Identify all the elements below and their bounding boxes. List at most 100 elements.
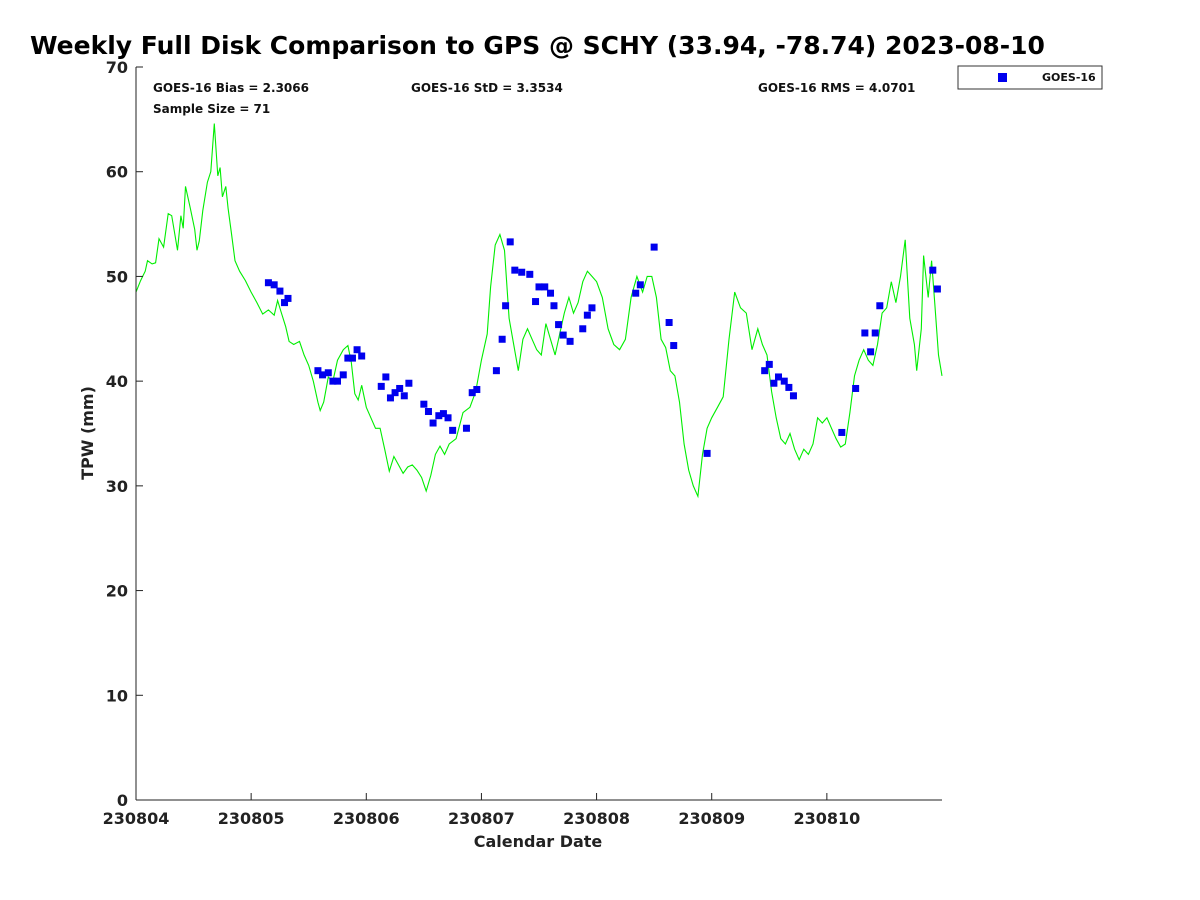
plot-background xyxy=(136,67,942,800)
goes16-data-point xyxy=(665,319,673,327)
x-tick-label: 230810 xyxy=(793,809,860,828)
x-axis-ticks: 230804 230805 230806 230807 230808 230809 2308… xyxy=(103,793,860,828)
x-tick-label: 230806 xyxy=(333,809,400,828)
goes16-data-point xyxy=(838,428,846,436)
goes16-data-point xyxy=(344,354,352,362)
x-tick-label: 230808 xyxy=(563,809,630,828)
goes16-data-point xyxy=(492,367,500,375)
goes16-data-point xyxy=(377,382,385,390)
std-stat: GOES-16 StD = 3.3534 xyxy=(411,81,563,95)
goes16-data-point xyxy=(532,298,540,306)
goes16-data-point xyxy=(559,331,567,339)
y-tick-label: 20 xyxy=(106,582,128,601)
goes16-data-point xyxy=(400,392,408,400)
goes16-data-point xyxy=(462,424,470,432)
sample-size-stat: Sample Size = 71 xyxy=(153,102,270,116)
goes16-data-point xyxy=(636,281,644,289)
goes16-data-point xyxy=(511,266,519,274)
goes16-data-point xyxy=(391,389,399,397)
goes16-data-point xyxy=(933,285,941,293)
goes16-data-point xyxy=(852,384,860,392)
goes16-data-point xyxy=(284,294,292,302)
x-tick-label: 230807 xyxy=(448,809,515,828)
goes16-data-point xyxy=(541,283,549,291)
goes16-data-point xyxy=(583,311,591,319)
plot-area xyxy=(135,67,943,801)
x-tick-label: 230809 xyxy=(678,809,745,828)
goes16-data-point xyxy=(770,379,778,387)
legend-box xyxy=(957,65,1103,90)
y-axis-ticks: 0 10 20 30 40 50 60 70 xyxy=(106,58,143,810)
goes16-data-point xyxy=(420,400,428,408)
goes16-data-point xyxy=(314,367,322,375)
goes16-data-point xyxy=(876,302,884,310)
x-axis-label: Calendar Date xyxy=(474,832,603,851)
goes16-data-point xyxy=(348,354,356,362)
goes16-data-point xyxy=(761,367,769,375)
goes16-data-point xyxy=(329,377,337,385)
goes16-data-point xyxy=(765,360,773,368)
goes16-data-point xyxy=(588,304,596,312)
goes16-data-point xyxy=(435,412,443,420)
goes16-data-point xyxy=(780,377,788,385)
legend: GOES-16 xyxy=(957,65,1103,90)
goes16-data-point xyxy=(276,287,284,295)
goes16-data-point xyxy=(650,243,658,251)
goes16-data-point xyxy=(789,392,797,400)
goes16-data-point xyxy=(444,414,452,422)
goes16-data-point xyxy=(424,408,432,416)
goes16-data-point xyxy=(386,394,394,402)
goes16-data-point xyxy=(785,383,793,391)
goes16-data-point xyxy=(861,329,869,337)
y-tick-label: 40 xyxy=(106,372,128,391)
goes16-data-point xyxy=(929,266,937,274)
goes16-data-point xyxy=(526,270,534,278)
y-tick-label: 60 xyxy=(106,163,128,182)
goes16-data-point xyxy=(281,299,289,307)
goes16-data-point xyxy=(396,384,404,392)
gps-tpw-line xyxy=(135,123,943,499)
goes16-data-point xyxy=(319,371,327,379)
y-tick-label: 10 xyxy=(106,686,128,705)
x-tick-label: 230805 xyxy=(218,809,285,828)
goes16-data-point xyxy=(439,410,447,418)
y-axis-label: TPW (mm) xyxy=(78,386,97,480)
goes16-data-point xyxy=(871,329,879,337)
goes16-data-point xyxy=(703,449,711,457)
rms-stat: GOES-16 RMS = 4.0701 xyxy=(758,81,915,95)
y-tick-label: 50 xyxy=(106,267,128,286)
goes16-data-point xyxy=(473,386,481,394)
goes16-data-point xyxy=(518,268,526,276)
goes16-data-point xyxy=(498,335,506,343)
x-tick-label: 230804 xyxy=(103,809,170,828)
goes-marker-layer xyxy=(264,238,941,457)
goes16-data-point xyxy=(670,342,678,350)
goes16-data-point xyxy=(429,419,437,427)
goes16-data-point xyxy=(382,373,390,381)
goes16-data-point xyxy=(339,371,347,379)
goes16-data-point xyxy=(324,369,332,377)
goes16-data-point xyxy=(506,238,514,246)
bias-stat: GOES-16 Bias = 2.3066 xyxy=(153,81,309,95)
goes16-data-point xyxy=(502,302,510,310)
goes16-data-point xyxy=(632,289,640,297)
goes16-data-point xyxy=(358,352,366,360)
y-tick-label: 0 xyxy=(117,791,128,810)
goes16-data-point xyxy=(547,289,555,297)
goes16-data-point xyxy=(353,346,361,354)
goes16-data-point xyxy=(566,337,574,345)
goes16-data-point xyxy=(334,377,341,385)
goes16-data-point xyxy=(449,426,457,434)
legend-series-label: GOES-16 xyxy=(1042,71,1096,84)
goes16-data-point xyxy=(468,389,476,397)
goes16-data-point xyxy=(867,348,875,356)
y-tick-label: 30 xyxy=(106,477,128,496)
chart-title: Weekly Full Disk Comparison to GPS @ SCH… xyxy=(30,31,1045,60)
goes16-data-point xyxy=(264,279,272,287)
legend-marker-swatch xyxy=(998,73,1007,82)
goes16-data-point xyxy=(774,373,782,381)
goes16-data-point xyxy=(579,325,587,333)
goes16-data-point xyxy=(270,281,278,289)
y-tick-label: 70 xyxy=(106,58,128,77)
